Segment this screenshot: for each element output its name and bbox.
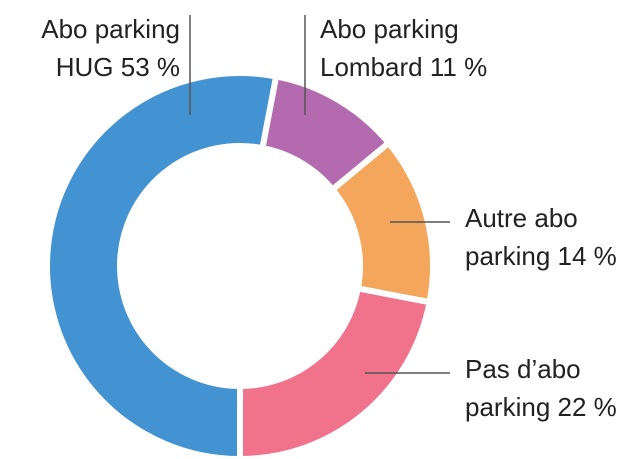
category-label: Abo parking Lombard <box>320 14 459 82</box>
segment-label: Abo parking HUG 53 % <box>8 10 180 86</box>
value-label: 14 % <box>557 241 617 271</box>
value-label: 11 % <box>429 52 488 82</box>
category-label: Autre abo parking <box>465 203 578 271</box>
category-label: Pas d’abo parking <box>465 354 581 422</box>
category-label: Abo parking HUG <box>41 14 180 82</box>
donut-segment <box>44 70 280 459</box>
segment-label: Pas d’abo parking 22 % <box>465 350 635 426</box>
value-label: 53 % <box>120 52 180 82</box>
value-label: 22 % <box>557 392 617 422</box>
segment-label: Abo parking Lombard 11 % <box>320 10 510 86</box>
segment-label: Autre abo parking 14 % <box>465 199 635 275</box>
